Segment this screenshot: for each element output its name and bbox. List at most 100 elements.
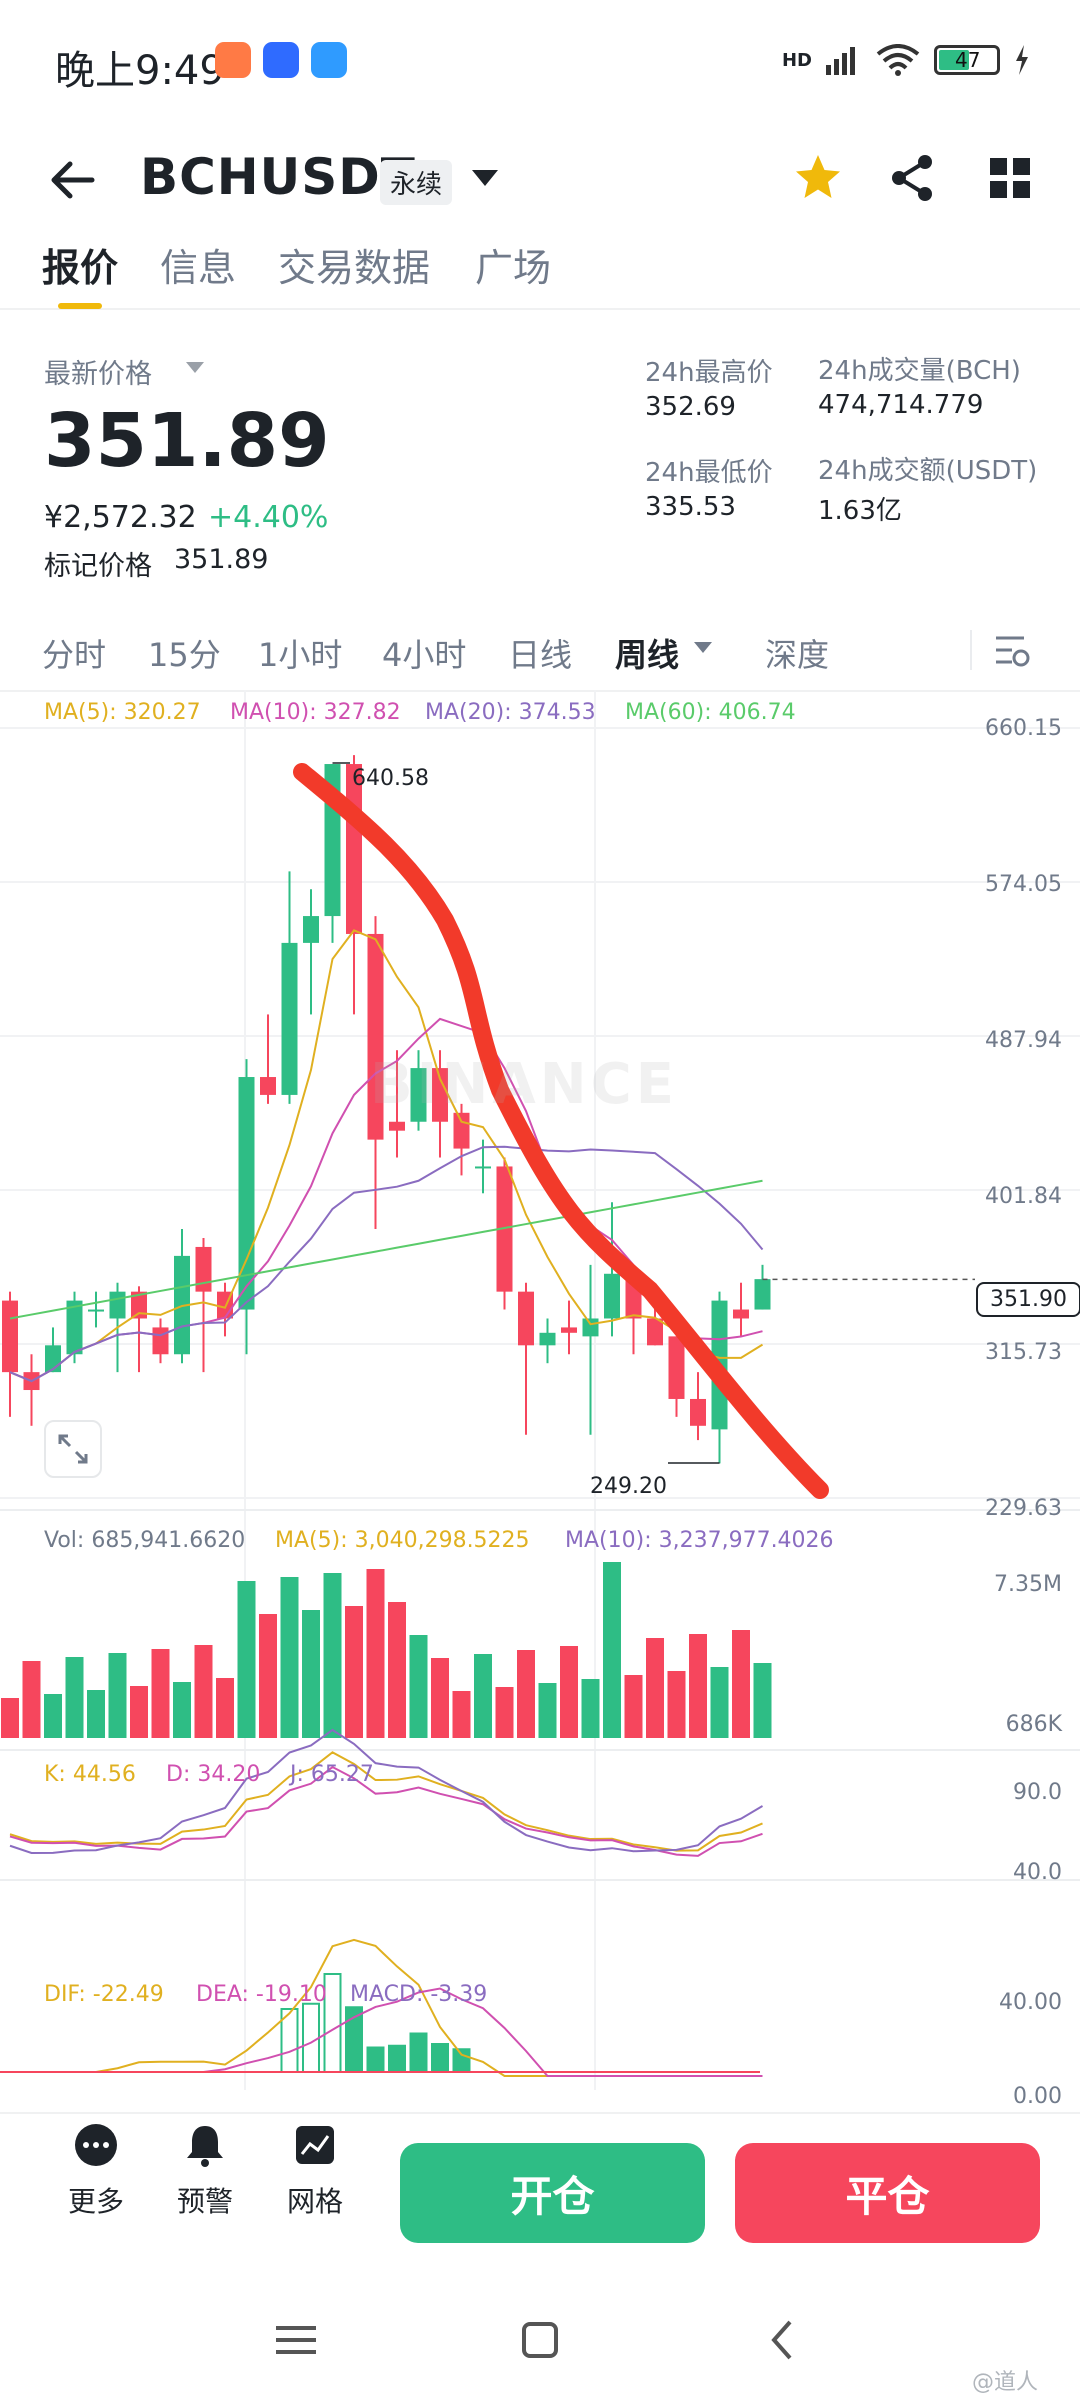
- volume-bar: [409, 1635, 428, 1738]
- interval-depth[interactable]: 深度: [765, 636, 830, 674]
- candle-body: [260, 1077, 276, 1095]
- interval-dropdown-icon[interactable]: [694, 642, 712, 653]
- vol-24h-label: 24h成交量(BCH): [818, 356, 1021, 386]
- close-position-button[interactable]: 平仓: [735, 2143, 1040, 2243]
- battery-level: 47: [955, 48, 981, 72]
- interval-divider: [970, 630, 972, 670]
- status-time: 晚上9:49: [55, 48, 225, 94]
- symbol-dropdown-icon[interactable]: [472, 170, 498, 186]
- volume-bar: [581, 1679, 600, 1738]
- nav-back-icon[interactable]: [744, 2300, 824, 2380]
- back-arrow-icon[interactable]: [44, 150, 104, 210]
- volume-bar: [366, 1569, 385, 1738]
- grid-label: 网格: [286, 2185, 343, 2218]
- volume-bar: [474, 1654, 492, 1738]
- symbol-title[interactable]: BCHUSDT: [140, 148, 416, 206]
- volume-bar: [1, 1698, 19, 1738]
- macd-axis-1: 40.00: [999, 1990, 1062, 2015]
- volume-bar: [151, 1649, 170, 1738]
- signal-icon: [826, 47, 855, 75]
- more-button[interactable]: 更多: [26, 2120, 166, 2220]
- macd-histogram-bar: [323, 1973, 342, 2073]
- candle-body: [432, 1068, 448, 1122]
- alert-button[interactable]: 预警: [135, 2120, 275, 2220]
- volume-bar: [323, 1573, 342, 1738]
- volume-bar: [753, 1663, 772, 1738]
- low-24h: 335.53: [645, 492, 736, 522]
- mi-app-icon: [215, 42, 251, 78]
- price-axis-2: 574.05: [985, 872, 1062, 897]
- tab-indicator: [58, 303, 102, 309]
- favorite-star-icon[interactable]: [790, 150, 846, 206]
- tab-trading-data[interactable]: 交易数据: [278, 246, 431, 290]
- ma60-legend: MA(60): 406.74: [625, 700, 796, 725]
- interval-4h[interactable]: 4小时: [382, 636, 467, 674]
- price-axis-6: 229.63: [985, 1496, 1062, 1521]
- chart-settings-icon[interactable]: [990, 628, 1034, 672]
- candle-body: [668, 1336, 685, 1399]
- ma5-line: [9, 929, 764, 1383]
- candle-body: [131, 1291, 147, 1319]
- last-price-label[interactable]: 最新价格: [44, 359, 152, 390]
- charging-icon: [1016, 45, 1028, 75]
- price-axis-4: 401.84: [985, 1184, 1062, 1209]
- interval-1w[interactable]: 周线: [615, 636, 680, 674]
- contract-type-badge: 永续: [380, 160, 453, 205]
- macd-histogram-bar: [452, 2048, 471, 2073]
- candle-body: [281, 942, 298, 1095]
- nav-menu-icon[interactable]: [256, 2300, 336, 2380]
- grid-button[interactable]: 网格: [245, 2120, 385, 2220]
- candle-body: [453, 1112, 470, 1149]
- volume-bar: [65, 1657, 84, 1738]
- tab-square[interactable]: 广场: [475, 246, 552, 290]
- volume-bar: [388, 1602, 406, 1738]
- volume-bar: [44, 1694, 62, 1738]
- corner-watermark: @道人: [972, 2370, 1039, 2395]
- chat-app-icon: [311, 42, 347, 78]
- share-icon[interactable]: [885, 150, 941, 206]
- price-change: +4.40%: [208, 500, 329, 535]
- battery-icon: 47: [934, 45, 1000, 75]
- last-price: 351.89: [44, 398, 330, 484]
- more-label: 更多: [67, 2185, 124, 2218]
- interval-bar-divider: [0, 690, 1080, 692]
- current-price-tag: 351.90: [976, 1282, 1080, 1317]
- volume-bar: [259, 1614, 277, 1738]
- kdj-d-legend: D: 34.20: [166, 1762, 261, 1787]
- ma20-line: [9, 1145, 764, 1383]
- price-axis-1: 660.15: [985, 716, 1062, 741]
- expand-chart-button[interactable]: [44, 1420, 102, 1478]
- ma60-line: [9, 1179, 763, 1320]
- alert-label: 预警: [176, 2185, 233, 2218]
- nav-home-icon[interactable]: [500, 2300, 580, 2380]
- high-24h: 352.69: [645, 392, 736, 422]
- interval-1d[interactable]: 日线: [508, 636, 573, 674]
- mark-price-label: 标记价格: [44, 551, 152, 582]
- tab-quote[interactable]: 报价: [42, 246, 119, 290]
- grid-trading-icon: [296, 2126, 334, 2164]
- interval-time[interactable]: 分时: [42, 636, 107, 674]
- price-label-dropdown-icon[interactable]: [186, 362, 204, 373]
- volume-bar: [710, 1667, 729, 1738]
- alarm-app-icon: [263, 42, 299, 78]
- volume-bar: [517, 1650, 535, 1738]
- kline-chart[interactable]: [0, 690, 1080, 2110]
- kdj-k-legend: K: 44.56: [44, 1762, 136, 1787]
- volume-bar: [431, 1658, 449, 1738]
- main-tabs: 报价 信息 交易数据 广场: [0, 225, 1080, 310]
- kdj-axis-2: 40.0: [1013, 1860, 1062, 1885]
- volume-bar: [345, 1606, 363, 1738]
- tab-info[interactable]: 信息: [160, 246, 237, 290]
- open-position-button[interactable]: 开仓: [400, 2143, 705, 2243]
- amt-24h-label: 24h成交额(USDT): [818, 456, 1038, 486]
- kdj-axis-1: 90.0: [1013, 1780, 1062, 1805]
- volume-bar: [689, 1634, 707, 1738]
- candle-body: [410, 1068, 427, 1122]
- candle-body: [109, 1291, 126, 1319]
- hand-drawn-trend-stroke: [293, 763, 829, 1499]
- grid-menu-icon[interactable]: [982, 150, 1038, 206]
- kdj-j-line: [9, 1728, 764, 1854]
- interval-15m[interactable]: 15分: [148, 636, 221, 674]
- volume-bar: [452, 1691, 471, 1738]
- interval-1h[interactable]: 1小时: [258, 636, 343, 674]
